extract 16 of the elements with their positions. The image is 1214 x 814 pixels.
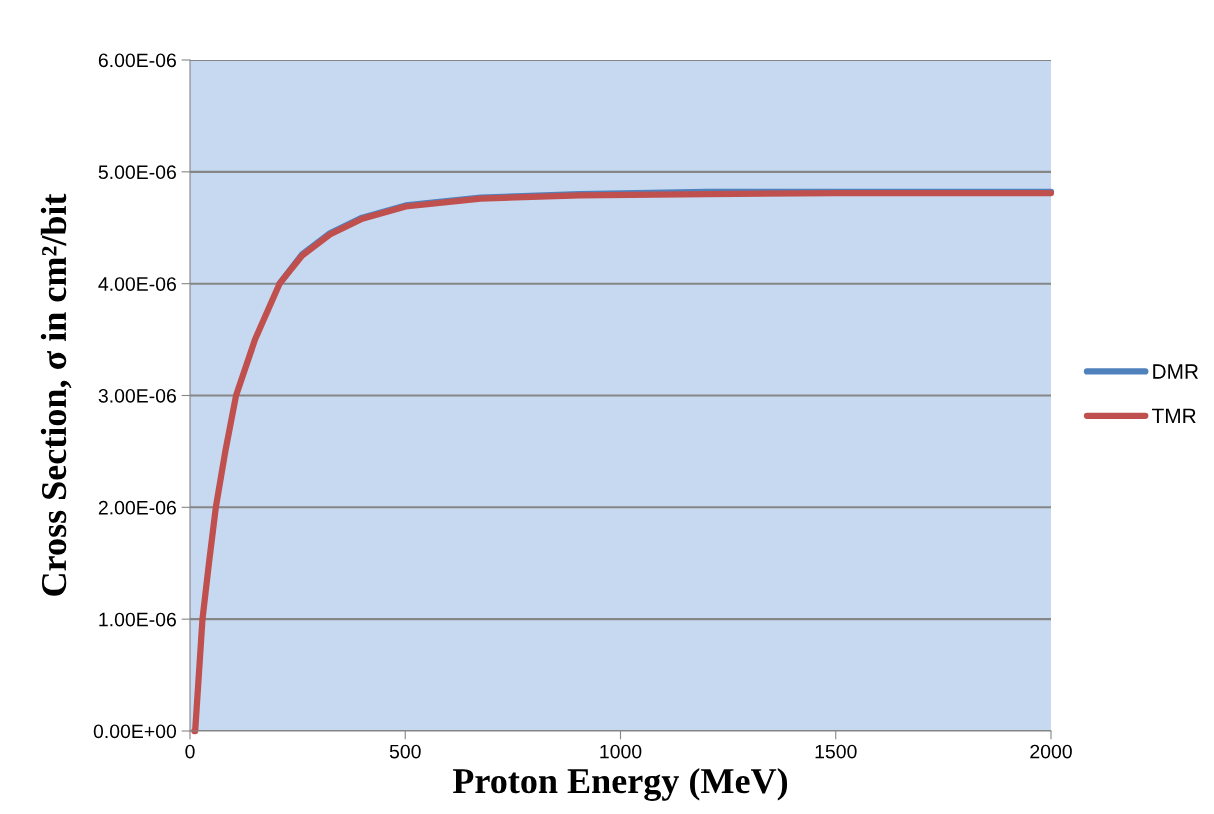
y-tick-label: 0.00E+00 xyxy=(93,724,177,739)
legend-label: TMR xyxy=(1152,408,1196,424)
y-tick-label: 1.00E-06 xyxy=(99,612,176,627)
x-tick-label: 0 xyxy=(185,744,195,759)
x-axis-title: Proton Energy (MeV) xyxy=(452,767,788,801)
y-tick-label: 3.00E-06 xyxy=(98,388,176,403)
legend-label: DMR xyxy=(1153,364,1199,379)
y-tick-label: 2.00E-06 xyxy=(98,500,176,515)
y-tick-label: 4.00E-06 xyxy=(98,277,176,291)
x-tick-label: 500 xyxy=(389,744,421,759)
y-tick-label: 5.00E-06 xyxy=(98,165,176,180)
y-axis-title: Cross Section, σ in cm²/bit xyxy=(40,193,72,596)
y-tick-label: 6.00E-06 xyxy=(98,53,176,68)
x-tick-label: 2000 xyxy=(1030,744,1072,759)
x-tick-label: 1500 xyxy=(815,744,857,759)
x-tick-label: 1000 xyxy=(600,744,642,759)
